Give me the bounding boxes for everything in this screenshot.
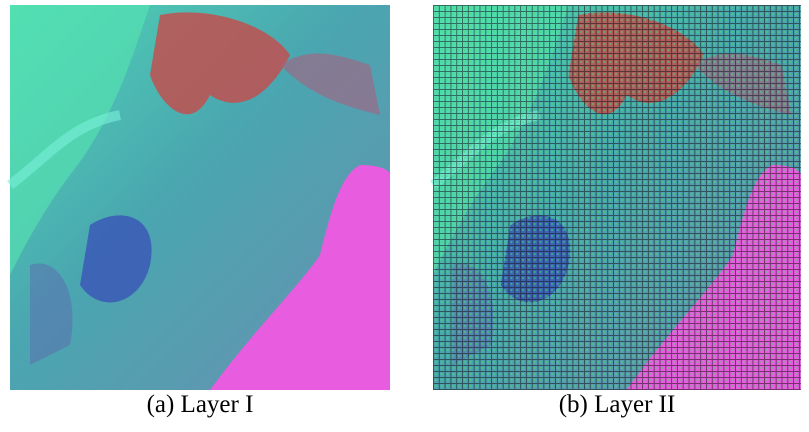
caption: (a) Layer I xyxy=(147,391,254,418)
image-layer-1 xyxy=(10,5,390,390)
figure: (a) Layer I (b) Layer II xyxy=(0,0,809,432)
page: (a) Layer I (b) Layer II (() => { const … xyxy=(0,0,809,432)
image-layer-2 xyxy=(433,5,801,390)
caption: (b) Layer II xyxy=(559,391,676,418)
